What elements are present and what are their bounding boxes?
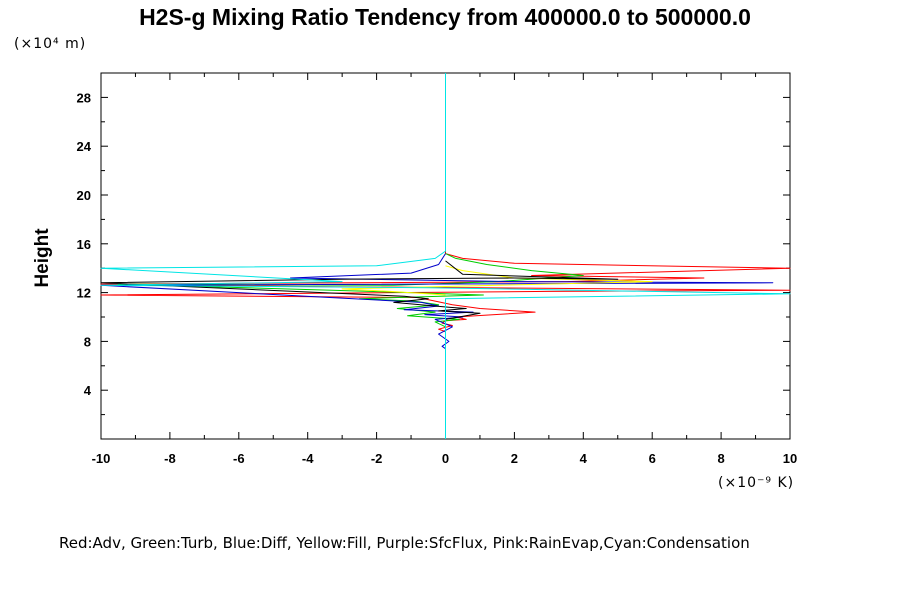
series-line-condensation (100, 73, 791, 439)
y-tick-label: 4 (84, 383, 92, 398)
x-tick-label: 6 (649, 451, 656, 466)
series-group (100, 73, 791, 439)
x-tick-labels: -10 -8 -6 -4 -2 0 2 4 6 8 10 (92, 451, 798, 466)
x-tick-label: -4 (302, 451, 314, 466)
y-unit-label: (×10⁴ m) (14, 36, 86, 52)
y-axis-label: Height (32, 228, 53, 288)
x-unit-label: (×10⁻⁹ K) (718, 475, 794, 491)
x-tick-label: 0 (442, 451, 449, 466)
chart-title: H2S-g Mixing Ratio Tendency from 400000.… (139, 4, 751, 30)
y-tick-label: 8 (84, 334, 91, 349)
x-tick-label: -8 (164, 451, 176, 466)
series-line-fill (341, 265, 653, 296)
x-tick-label: -6 (233, 451, 245, 466)
x-tick-label: -10 (92, 451, 111, 466)
x-tick-label: 8 (717, 451, 724, 466)
y-tick-label: 12 (77, 286, 91, 301)
x-tick-label: 4 (580, 451, 588, 466)
series-line-diff (100, 253, 774, 354)
x-tick-label: -2 (371, 451, 383, 466)
series-line-adv (100, 73, 791, 348)
legend-text: Red:Adv, Green:Turb, Blue:Diff, Yellow:F… (59, 534, 750, 552)
y-tick-label: 28 (77, 90, 91, 105)
y-tick-label: 24 (77, 139, 92, 154)
x-tick-label: 10 (783, 451, 797, 466)
y-tick-label: 20 (77, 188, 91, 203)
y-tick-label: 16 (77, 237, 91, 252)
x-tick-label: 2 (511, 451, 518, 466)
series-line-black (100, 260, 619, 320)
y-tick-labels: 4 8 12 16 20 24 28 (77, 90, 92, 398)
